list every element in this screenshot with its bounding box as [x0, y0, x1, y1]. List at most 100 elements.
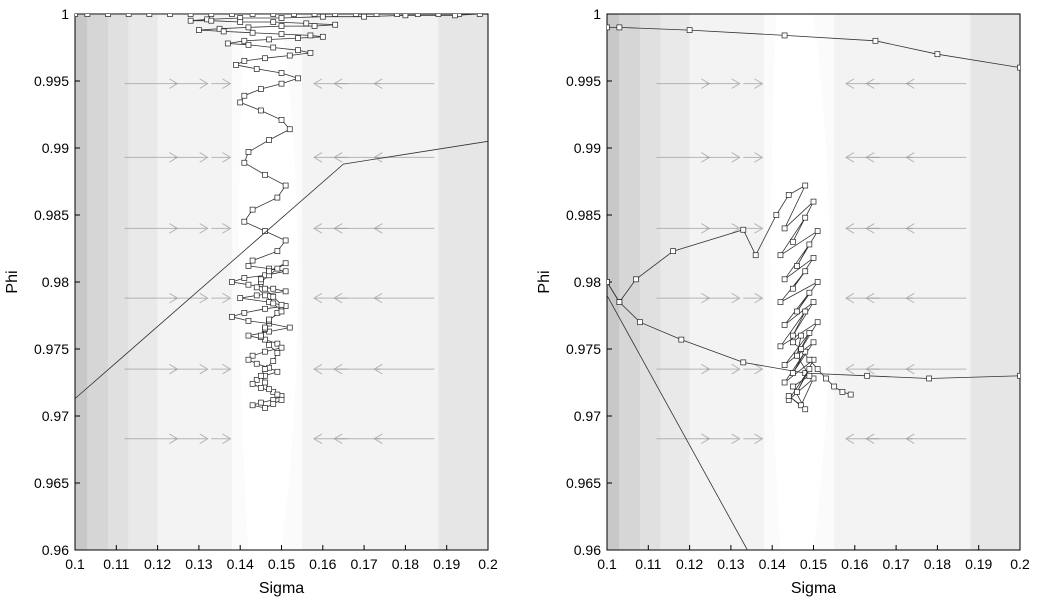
data-point: [798, 332, 804, 339]
data-point: [266, 342, 272, 348]
data-point: [1017, 64, 1020, 71]
field-arrow: [333, 292, 381, 304]
data-point: [607, 279, 610, 285]
field-arrow: [333, 433, 381, 445]
data-point: [125, 14, 132, 17]
y-axis-label: Phi: [4, 270, 21, 293]
data-point: [373, 14, 380, 17]
contour-band: [619, 14, 641, 550]
data-point: [789, 332, 796, 339]
data-point: [262, 305, 268, 312]
field-arrow: [211, 292, 232, 304]
field-arrow: [743, 78, 764, 89]
data-point: [637, 319, 643, 326]
data-point: [785, 192, 792, 198]
y-tick-label: 0.975: [34, 341, 69, 357]
data-point: [229, 279, 235, 285]
x-axis-label: Sigma: [791, 580, 836, 597]
data-point: [332, 14, 339, 17]
data-point: [798, 346, 804, 352]
data-point: [789, 339, 796, 346]
y-tick-label: 0.97: [574, 408, 601, 424]
data-point: [253, 360, 260, 367]
field-arrow: [905, 363, 967, 375]
data-point: [633, 276, 639, 283]
data-point: [249, 380, 256, 387]
data-point: [810, 255, 817, 261]
field-arrow: [865, 363, 913, 375]
x-tick-label: 0.15: [800, 556, 827, 572]
series-layer: [607, 24, 1020, 550]
data-point: [241, 37, 248, 44]
data-point: [146, 14, 153, 17]
data-point: [278, 23, 285, 29]
contour-band: [834, 14, 971, 550]
x-tick-label: 0.16: [841, 556, 868, 572]
field-arrow: [333, 152, 381, 163]
contour-band: [970, 14, 1020, 550]
data-point: [802, 268, 809, 275]
data-point: [814, 279, 821, 285]
data-point: [802, 406, 809, 413]
data-point: [266, 268, 272, 275]
data-point: [249, 29, 256, 36]
x-tick-label: 0.19: [433, 556, 460, 572]
data-point: [167, 14, 173, 17]
data-point: [270, 401, 277, 407]
data-point: [295, 35, 301, 41]
x-tick-label: 0.17: [350, 556, 377, 572]
field-arrow: [706, 223, 741, 234]
field-arrow: [174, 152, 209, 163]
x-tick-label: 0.18: [392, 556, 419, 572]
data-point: [224, 40, 231, 47]
data-point: [241, 92, 248, 99]
data-point: [266, 386, 272, 393]
data-point: [278, 80, 285, 87]
data-point: [278, 301, 285, 308]
x-tick-label: 0.16: [309, 556, 336, 572]
data-point: [781, 276, 788, 283]
data-point: [806, 241, 813, 248]
y-tick-label: 1: [593, 6, 601, 22]
contour-band: [438, 14, 488, 550]
data-point: [295, 75, 301, 82]
y-tick-label: 0.96: [574, 542, 601, 558]
y-tick-label: 0.965: [566, 475, 601, 491]
field-arrow: [743, 152, 764, 163]
data-point: [282, 182, 289, 189]
x-tick-label: 0.11: [103, 556, 129, 572]
contour-band: [108, 14, 129, 550]
data-point: [274, 350, 281, 356]
data-point: [258, 86, 264, 92]
data-point: [278, 308, 285, 315]
field-arrow: [706, 152, 741, 163]
data-point: [262, 228, 268, 234]
data-point: [616, 24, 623, 31]
x-tick-label: 0.2: [1010, 556, 1030, 572]
y-tick-label: 0.97: [42, 408, 69, 424]
data-point: [249, 352, 256, 359]
data-point: [245, 41, 252, 48]
data-point: [781, 32, 788, 39]
series-line: [607, 184, 851, 410]
data-point: [777, 299, 784, 305]
data-point: [245, 281, 252, 288]
data-point: [282, 288, 289, 295]
data-point: [270, 285, 277, 292]
x-tick-label: 0.17: [882, 556, 909, 572]
chart-right: 0.1 0.11 0.12 0.13 0.14 0.15 0.16 0.17 0.18 0.19 0…: [536, 6, 1030, 597]
y-tick-label: 0.995: [566, 73, 601, 89]
data-point: [934, 51, 941, 58]
data-point: [274, 248, 281, 255]
data-point: [311, 23, 318, 29]
contour-core: [239, 14, 299, 550]
field-arrow: [905, 292, 967, 304]
field-arrow: [373, 433, 435, 445]
data-point: [262, 366, 268, 372]
data-point: [253, 284, 260, 291]
field-arrow: [865, 292, 913, 304]
data-point: [1017, 372, 1020, 379]
y-tick-label: 1: [61, 6, 69, 22]
data-point: [237, 99, 244, 106]
data-point: [303, 20, 310, 27]
